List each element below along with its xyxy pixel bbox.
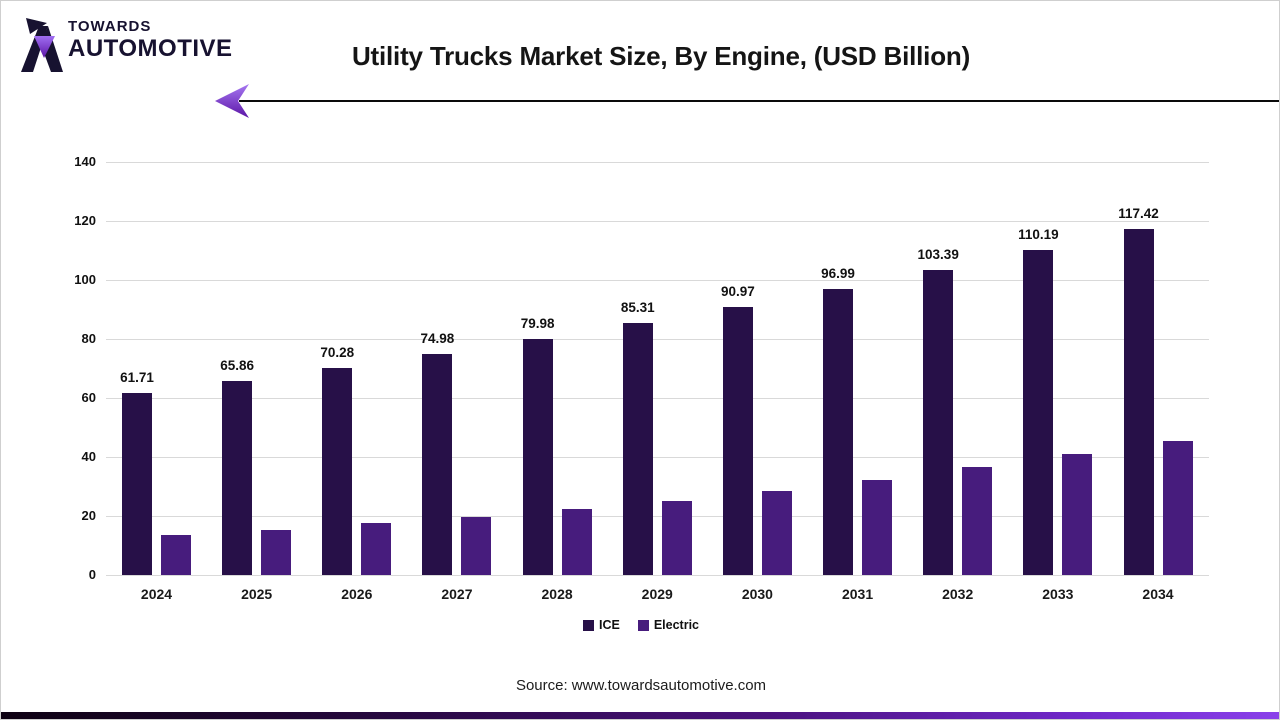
y-axis-tick-label: 120 [74,213,96,228]
gridline [106,575,1209,576]
bar-ice-2033 [1023,249,1054,575]
page-title: Utility Trucks Market Size, By Engine, (… [351,41,971,71]
y-axis-tick-label: 20 [81,508,96,523]
x-axis-tick-label: 2032 [942,586,974,602]
gridline [106,280,1209,281]
y-axis-tick-label: 0 [88,567,96,582]
bar-value-label: 96.99 [821,265,855,281]
gridline [106,398,1209,399]
y-axis-tick-label: 80 [81,331,96,346]
bar-ice-2028 [522,339,553,575]
brand-mark-icon [21,18,63,72]
brand-logo: TOWARDS AUTOMOTIVE [21,13,233,73]
x-axis-tick-label: 2028 [541,586,573,602]
header-divider [239,100,1279,102]
bar-ice-2024 [122,392,152,575]
legend-label-ice: ICE [598,618,620,632]
bar-value-label: 103.39 [917,246,959,262]
x-axis-tick-label: 2024 [140,586,173,602]
gridline [106,457,1209,458]
x-axis-tick-label: 2026 [341,586,373,602]
bar-electric-2032 [962,467,993,575]
bar-value-label: 74.98 [420,330,455,346]
x-axis-tick-label: 2030 [741,586,773,602]
y-axis-tick-label: 140 [74,154,96,169]
bar-electric-2030 [761,490,792,575]
left-arrow-icon [215,84,249,118]
legend-item-ice: ICE [582,618,620,632]
bar-value-label: 65.86 [220,357,255,373]
brand-name-line2: AUTOMOTIVE [68,35,233,62]
x-axis-tick-label: 2027 [441,586,473,602]
legend-swatch-ice [582,619,594,631]
bar-electric-2033 [1062,454,1093,575]
bar-value-label: 85.31 [620,300,655,316]
bar-electric-2024 [161,535,191,575]
y-axis-tick-label: 40 [81,449,96,464]
legend-swatch-electric [637,619,649,631]
chart-legend: ICE Electric [1,618,1279,632]
x-axis-tick-label: 2033 [1042,586,1074,602]
gridline [106,162,1209,163]
gridline [106,516,1209,517]
bar-value-label: 70.28 [320,344,355,360]
gridline [106,221,1209,222]
bar-ice-2030 [722,306,753,575]
bar-electric-2025 [261,529,292,575]
x-axis-tick-label: 2034 [1142,586,1174,602]
bar-value-label: 90.97 [720,283,755,299]
legend-label-electric: Electric [653,618,699,632]
bar-ice-2031 [823,288,854,575]
y-axis-tick-label: 60 [81,390,96,405]
bar-electric-2026 [361,523,392,575]
brand-name-line1: TOWARDS [68,18,152,35]
bar-electric-2027 [461,516,492,575]
y-axis-tick-label: 100 [74,272,96,287]
x-axis-tick-label: 2029 [641,586,673,602]
gridline [106,339,1209,340]
bar-electric-2034 [1162,440,1193,575]
bar-electric-2028 [561,508,592,575]
footer-gradient-bar [1,712,1279,719]
bar-electric-2031 [862,479,893,575]
bar-ice-2026 [322,367,353,575]
x-axis-tick-label: 2025 [241,586,273,602]
bar-ice-2034 [1123,228,1154,575]
bar-ice-2025 [222,380,253,575]
bar-value-label: 79.98 [520,316,555,332]
bar-value-label: 110.19 [1018,226,1059,242]
bar-value-label: 117.42 [1118,205,1159,221]
bar-value-label: 61.71 [120,369,154,385]
source-text: Source: www.towardsautomotive.com [515,677,767,694]
bar-electric-2029 [661,500,692,575]
bar-ice-2032 [923,269,954,575]
x-axis-tick-label: 2031 [841,586,874,602]
bar-ice-2029 [622,323,653,575]
bar-ice-2027 [422,353,453,575]
legend-item-electric: Electric [637,618,699,632]
